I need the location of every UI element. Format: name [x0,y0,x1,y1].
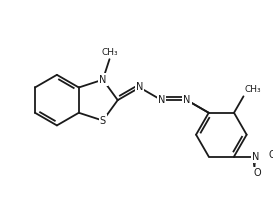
Text: CH₃: CH₃ [244,85,261,94]
Text: N: N [158,95,165,105]
Text: O: O [268,150,273,160]
Text: N: N [136,82,143,92]
Text: N: N [252,152,259,162]
Text: O: O [254,168,261,178]
Text: S: S [100,116,106,126]
Text: N: N [183,95,191,105]
Text: N: N [99,75,106,85]
Text: CH₃: CH₃ [101,48,118,57]
